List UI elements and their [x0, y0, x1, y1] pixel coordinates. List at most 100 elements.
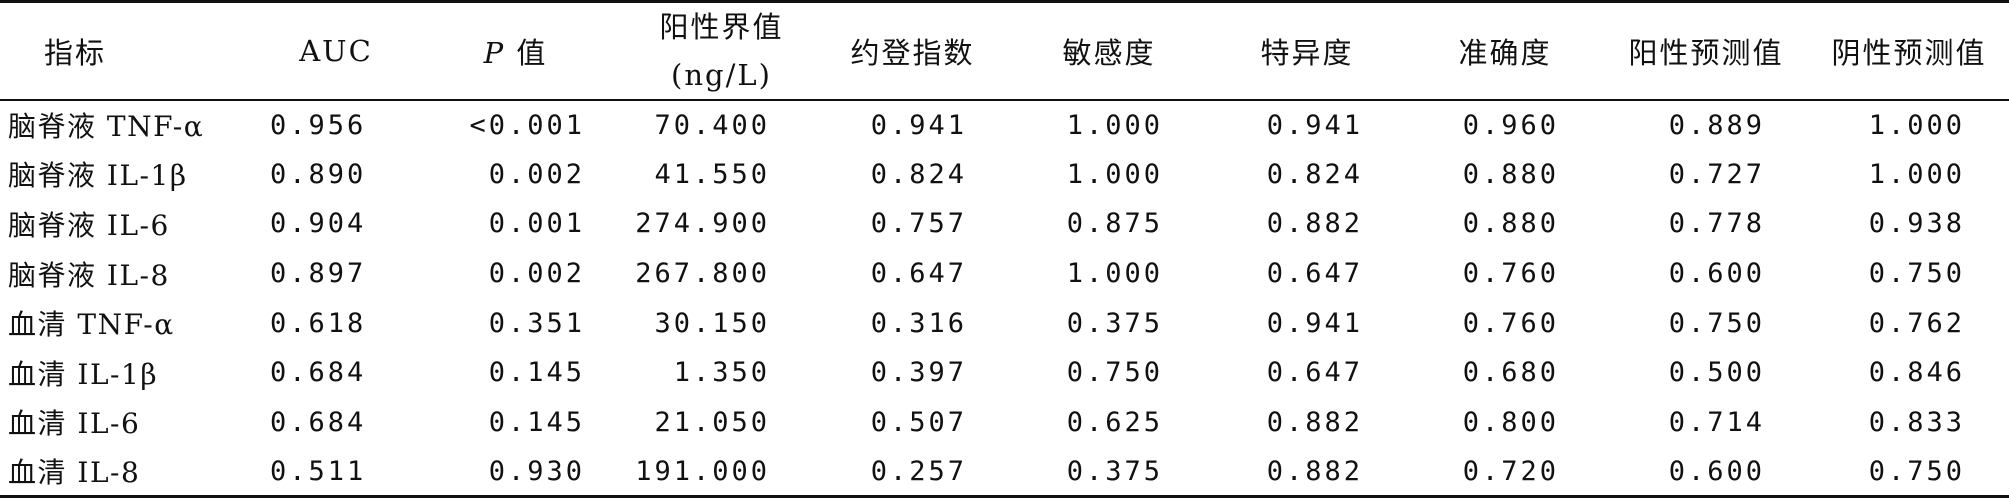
cell-p: 0.930 [488, 455, 585, 487]
header-indicator: 指标 [44, 36, 107, 70]
cell-ppv: 0.750 [1668, 307, 1765, 339]
cell-ppv: 0.600 [1668, 258, 1765, 290]
cell-p: 0.145 [488, 357, 585, 389]
cell-auc: 0.684 [270, 406, 367, 438]
cell-p: 0.351 [488, 307, 585, 339]
cell-sensitivity: 1.000 [1066, 158, 1163, 190]
cell-name: 脑脊液 IL-6 [8, 208, 170, 242]
cell-name: 脑脊液 IL-8 [8, 258, 170, 292]
cell-auc: 0.684 [270, 357, 367, 389]
header-youden: 约登指数 [850, 36, 975, 70]
cell-name: 血清 IL-1β [8, 357, 159, 391]
cell-youden: 0.647 [870, 258, 967, 290]
table-row: 血清 IL-1β 0.684 0.145 1.350 0.397 0.750 0… [0, 348, 2009, 398]
cell-npv: 0.846 [1868, 357, 1965, 389]
cell-ppv: 0.727 [1668, 158, 1765, 190]
cell-auc: 0.618 [270, 307, 367, 339]
cell-specificity: 0.882 [1266, 406, 1363, 438]
cell-ppv: 0.778 [1668, 208, 1765, 240]
cell-accuracy: 0.960 [1462, 109, 1559, 141]
cell-p: 0.001 [488, 208, 585, 240]
cell-youden: 0.824 [870, 158, 967, 190]
table-row: 脑脊液 IL-1β 0.890 0.002 41.550 0.824 1.000… [0, 150, 2009, 200]
header-p-value: P 值 [402, 2, 629, 101]
cell-p: 0.002 [488, 258, 585, 290]
cell-sensitivity: 0.750 [1066, 357, 1163, 389]
header-npv: 阴性预测值 [1831, 36, 1987, 70]
header-sensitivity: 敏感度 [1062, 36, 1156, 70]
cell-p: 0.145 [488, 406, 585, 438]
cell-cutoff: 191.000 [635, 455, 770, 487]
table-row: 血清 IL-6 0.684 0.145 21.050 0.507 0.625 0… [0, 398, 2009, 448]
cell-auc: 0.897 [270, 258, 367, 290]
cell-npv: 0.762 [1868, 307, 1965, 339]
cell-name: 脑脊液 TNF-α [8, 110, 205, 144]
cell-npv: 0.938 [1868, 208, 1965, 240]
cell-sensitivity: 1.000 [1066, 258, 1163, 290]
cell-name: 血清 IL-6 [8, 407, 141, 441]
cell-cutoff: 274.900 [635, 208, 770, 240]
cell-specificity: 0.824 [1266, 158, 1363, 190]
cell-auc: 0.904 [270, 208, 367, 240]
cell-sensitivity: 1.000 [1066, 109, 1163, 141]
cell-accuracy: 0.760 [1462, 258, 1559, 290]
cell-accuracy: 0.880 [1462, 158, 1559, 190]
table-body: 脑脊液 TNF-α 0.956 <0.001 70.400 0.941 1.00… [0, 100, 2009, 497]
table-row: 脑脊液 IL-8 0.897 0.002 267.800 0.647 1.000… [0, 249, 2009, 299]
cell-youden: 0.941 [870, 109, 967, 141]
cell-npv: 0.750 [1868, 455, 1965, 487]
cell-ppv: 0.714 [1668, 406, 1765, 438]
cell-youden: 0.257 [870, 455, 967, 487]
cell-auc: 0.956 [270, 109, 367, 141]
cell-cutoff: 70.400 [654, 109, 770, 141]
cell-name: 血清 IL-8 [8, 456, 141, 490]
cell-npv: 0.833 [1868, 406, 1965, 438]
header-accuracy: 准确度 [1458, 36, 1552, 70]
cell-accuracy: 0.680 [1462, 357, 1559, 389]
cell-p: 0.002 [488, 158, 585, 190]
cell-sensitivity: 0.375 [1066, 455, 1163, 487]
cell-sensitivity: 0.875 [1066, 208, 1163, 240]
header-cutoff-line1: 阳性界值 [659, 10, 784, 44]
cell-accuracy: 0.760 [1462, 307, 1559, 339]
cell-specificity: 0.647 [1266, 357, 1363, 389]
header-auc: AUC [299, 34, 373, 68]
table-row: 脑脊液 IL-6 0.904 0.001 274.900 0.757 0.875… [0, 199, 2009, 249]
table-row: 血清 TNF-α 0.618 0.351 30.150 0.316 0.375 … [0, 298, 2009, 348]
header-specificity: 特异度 [1260, 36, 1354, 70]
cell-accuracy: 0.720 [1462, 455, 1559, 487]
header-p-suffix: 值 [516, 36, 548, 70]
cell-specificity: 0.882 [1266, 455, 1363, 487]
cell-youden: 0.316 [870, 307, 967, 339]
cell-name: 血清 TNF-α [8, 308, 175, 342]
cell-name: 脑脊液 IL-1β [8, 159, 188, 193]
header-p-italic: P [483, 36, 506, 70]
cell-cutoff: 267.800 [635, 258, 770, 290]
cell-sensitivity: 0.625 [1066, 406, 1163, 438]
header-ppv: 阳性预测值 [1628, 36, 1784, 70]
cell-youden: 0.507 [870, 406, 967, 438]
cell-auc: 0.890 [270, 158, 367, 190]
table-row: 脑脊液 TNF-α 0.956 <0.001 70.400 0.941 1.00… [0, 100, 2009, 150]
cell-youden: 0.397 [870, 357, 967, 389]
cell-specificity: 0.647 [1266, 258, 1363, 290]
cell-accuracy: 0.800 [1462, 406, 1559, 438]
cell-cutoff: 21.050 [654, 406, 770, 438]
cell-npv: 1.000 [1868, 158, 1965, 190]
cell-specificity: 0.882 [1266, 208, 1363, 240]
cell-specificity: 0.941 [1266, 307, 1363, 339]
cell-youden: 0.757 [870, 208, 967, 240]
table-header: 指标 AUC P 值 阳性界值 (ng/L) 约登指数 敏感度 特异度 准确度 … [0, 1, 2009, 101]
header-cutoff: 阳性界值 (ng/L) [629, 2, 814, 101]
table-row: 血清 IL-8 0.511 0.930 191.000 0.257 0.375 … [0, 447, 2009, 497]
cell-ppv: 0.889 [1668, 109, 1765, 141]
cell-auc: 0.511 [270, 455, 367, 487]
cell-cutoff: 1.350 [673, 357, 770, 389]
cell-p: <0.001 [469, 109, 585, 141]
cell-sensitivity: 0.375 [1066, 307, 1163, 339]
cell-cutoff: 41.550 [654, 158, 770, 190]
header-cutoff-line2: (ng/L) [671, 58, 772, 92]
cell-accuracy: 0.880 [1462, 208, 1559, 240]
